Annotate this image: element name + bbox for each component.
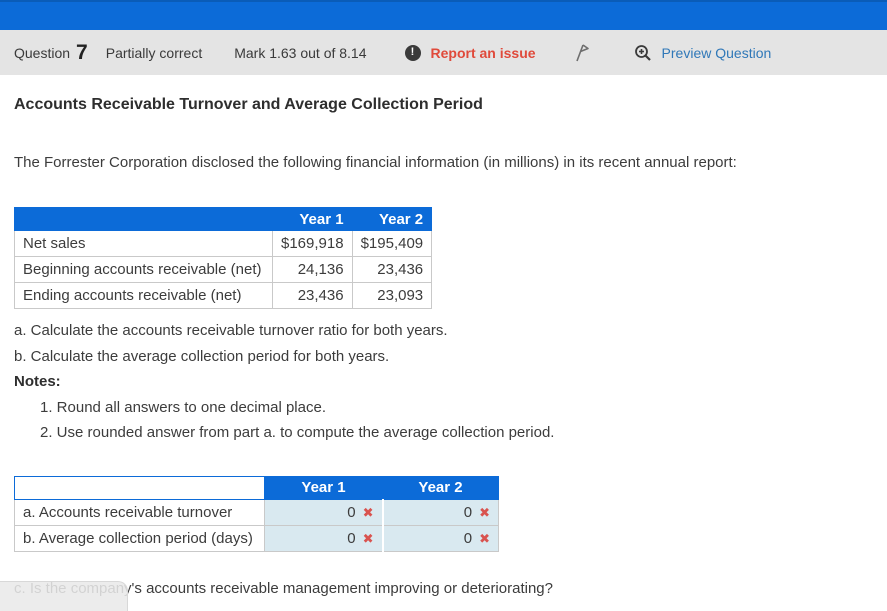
answer-value: 0 <box>463 529 473 547</box>
value-year1: 24,136 <box>272 256 353 283</box>
note-2: 2. Use rounded answer from part a. to co… <box>40 424 555 441</box>
value-year2: 23,093 <box>351 282 433 309</box>
answer-row: b. Average collection period (days) 0 ✖ 0… <box>14 524 499 552</box>
header-cell-empty <box>14 475 265 500</box>
value-year2: $195,409 <box>351 230 433 257</box>
value-year1: 23,436 <box>272 282 353 309</box>
answer-row-label: b. Average collection period (days) <box>14 524 265 552</box>
answer-row-label: a. Accounts receivable turnover <box>14 498 265 526</box>
incorrect-icon: ✖ <box>479 504 490 520</box>
table-row: Beginning accounts receivable (net) 24,1… <box>14 256 433 283</box>
incorrect-icon: ✖ <box>362 504 374 520</box>
task-instructions: a. Calculate the accounts receivable tur… <box>14 318 873 446</box>
question-intro: The Forrester Corporation disclosed the … <box>14 154 737 171</box>
question-label: Question <box>14 44 71 61</box>
warning-icon: ! <box>404 44 421 61</box>
answer-input-period-year2[interactable]: 0 ✖ <box>381 524 499 552</box>
question-status: Partially correct <box>105 44 203 61</box>
preview-question-link[interactable]: Preview Question <box>634 44 772 62</box>
row-label: Beginning accounts receivable (net) <box>14 256 273 283</box>
answer-input-turnover-year1[interactable]: 0 ✖ <box>264 498 383 526</box>
header-cell-year1: Year 1 <box>264 475 383 500</box>
question-content: Accounts Receivable Turnover and Average… <box>0 95 887 599</box>
incorrect-icon: ✖ <box>479 530 490 546</box>
header-cell-year2: Year 2 <box>382 475 499 500</box>
header-cell-empty <box>14 207 273 231</box>
notes-label: Notes: <box>14 373 61 390</box>
question-info-bar: Question 7 Partially correct Mark 1.63 o… <box>0 30 887 75</box>
flag-question-button[interactable] <box>572 42 590 64</box>
report-issue-link[interactable]: ! Report an issue <box>404 44 536 61</box>
incorrect-icon: ✖ <box>362 530 374 546</box>
financial-data-table: Year 1 Year 2 Net sales $169,918 $195,40… <box>14 207 433 309</box>
followup-question: c. Is the company's accounts receivable … <box>14 579 553 597</box>
report-issue-label: Report an issue <box>430 44 536 61</box>
question-number: 7 <box>76 40 88 64</box>
flag-icon <box>575 43 589 61</box>
answer-input-turnover-year2[interactable]: 0 ✖ <box>381 498 499 526</box>
row-label: Net sales <box>14 230 273 257</box>
task-a: a. Calculate the accounts receivable tur… <box>14 322 448 339</box>
answer-table: Year 1 Year 2 a. Accounts receivable tur… <box>14 475 499 552</box>
tooltip-overlay <box>0 581 128 611</box>
answer-header-row: Year 1 Year 2 <box>14 475 499 500</box>
zoom-in-icon <box>634 44 651 61</box>
table-row: Net sales $169,918 $195,409 <box>14 230 433 257</box>
value-year2: 23,436 <box>351 256 433 283</box>
answer-value: 0 <box>347 529 356 547</box>
preview-question-label: Preview Question <box>661 44 772 61</box>
answer-row: a. Accounts receivable turnover 0 ✖ 0 ✖ <box>14 498 499 526</box>
header-cell-year1: Year 1 <box>272 207 353 231</box>
top-navigation-bar <box>0 0 887 30</box>
answer-input-period-year1[interactable]: 0 ✖ <box>264 524 383 552</box>
answer-value: 0 <box>347 503 356 521</box>
table-header-row: Year 1 Year 2 <box>14 207 433 231</box>
value-year1: $169,918 <box>272 230 353 257</box>
header-cell-year2: Year 2 <box>351 207 433 231</box>
question-mark: Mark 1.63 out of 8.14 <box>234 44 367 61</box>
page-title: Accounts Receivable Turnover and Average… <box>14 96 483 113</box>
note-1: 1. Round all answers to one decimal plac… <box>40 398 326 416</box>
table-row: Ending accounts receivable (net) 23,436 … <box>14 282 433 309</box>
row-label: Ending accounts receivable (net) <box>14 282 273 309</box>
task-b: b. Calculate the average collection peri… <box>14 347 390 365</box>
answer-value: 0 <box>463 503 473 521</box>
